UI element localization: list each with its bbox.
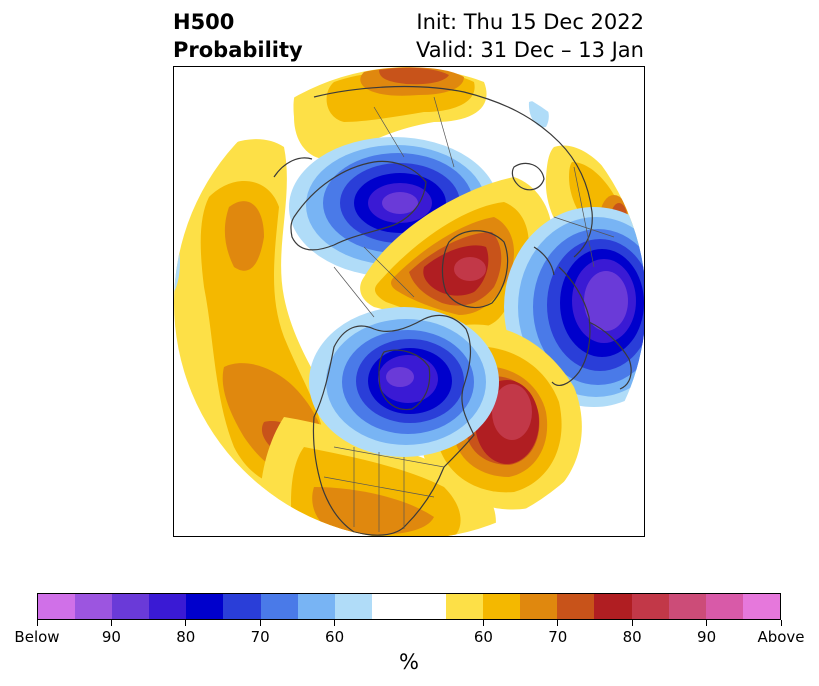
colorbar-tick: [482, 620, 484, 626]
colorbar-segment: [75, 594, 113, 619]
colorbar-segment: [742, 594, 780, 619]
colorbar-segment: [520, 594, 558, 619]
colorbar-tick-label: 60: [473, 628, 493, 646]
colorbar-segment: [149, 594, 187, 619]
colorbar-units-label: %: [399, 650, 419, 674]
colorbar-tick: [780, 620, 782, 626]
colorbar-tick: [334, 620, 336, 626]
colorbar-tick-label: Above: [757, 628, 805, 646]
colorbar-tick: [185, 620, 187, 626]
colorbar-segment: [668, 594, 706, 619]
colorbar-tick: [557, 620, 559, 626]
colorbar-tick: [110, 620, 112, 626]
title-line-product: Probability: [173, 38, 303, 62]
colorbar-segment: [557, 594, 595, 619]
colorbar-segment: [112, 594, 150, 619]
colorbar-segment: [371, 594, 409, 619]
init-date-label: Init: Thu 15 Dec 2022: [416, 10, 644, 34]
colorbar-segment: [334, 594, 372, 619]
colorbar-tick-label: 70: [548, 628, 568, 646]
valid-range-label: Valid: 31 Dec – 13 Jan: [415, 38, 644, 62]
colorbar-segment: [594, 594, 632, 619]
title-line-variable: H500: [173, 10, 235, 34]
colorbar-segment: [260, 594, 298, 619]
colorbar-tick-label: Below: [14, 628, 60, 646]
colorbar-tick: [36, 620, 38, 626]
colorbar-segment: [223, 594, 261, 619]
colorbar-tick: [259, 620, 261, 626]
colorbar-segment: [297, 594, 335, 619]
map-title: H500 Probability: [173, 8, 303, 64]
colorbar-tick-label: 80: [176, 628, 196, 646]
colorbar-tick-label: 70: [250, 628, 270, 646]
colorbar-segment: [705, 594, 743, 619]
colorbar-segment: [38, 594, 76, 619]
colorbar-segment: [483, 594, 521, 619]
anomaly-above-east-pacific: [174, 139, 346, 536]
polar-map-svg: [174, 67, 644, 536]
anomaly-below-hudson: [309, 307, 499, 457]
probability-field: [174, 67, 644, 536]
colorbar-tick: [706, 620, 708, 626]
colorbar-segment: [186, 594, 224, 619]
probability-map: [173, 66, 645, 537]
colorbar-segment: [631, 594, 669, 619]
probability-colorbar: [37, 593, 781, 620]
political-borders: [323, 96, 615, 532]
colorbar-segment: [446, 594, 484, 619]
coastlines: [273, 85, 632, 536]
colorbar-tick-label: 60: [325, 628, 345, 646]
colorbar-tick-label: 80: [622, 628, 642, 646]
map-dates: Init: Thu 15 Dec 2022 Valid: 31 Dec – 13…: [416, 8, 644, 64]
colorbar-segment: [408, 594, 447, 619]
colorbar-tick-label: 90: [697, 628, 717, 646]
colorbar-tick-label: 90: [101, 628, 121, 646]
colorbar-tick: [631, 620, 633, 626]
